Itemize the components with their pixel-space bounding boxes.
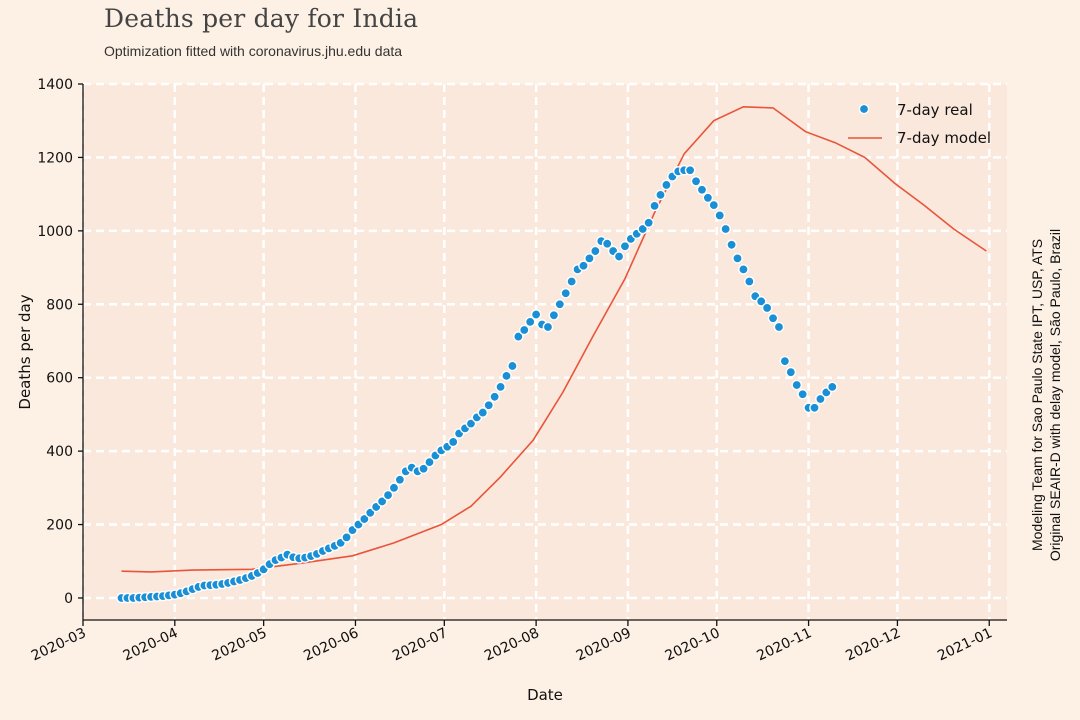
real-point bbox=[714, 210, 726, 221]
y-tick-label: 400 bbox=[46, 444, 73, 460]
x-tick-label: 2020-08 bbox=[482, 625, 542, 664]
x-tick-label: 2020-04 bbox=[121, 625, 181, 664]
real-point bbox=[767, 312, 779, 324]
real-point bbox=[791, 379, 803, 391]
real-point bbox=[826, 381, 838, 393]
real-point bbox=[708, 199, 720, 211]
real-point bbox=[394, 474, 406, 486]
x-tick-label: 2020-06 bbox=[301, 625, 361, 664]
x-axis: 2020-03 2020-04 2020-05 2020-06 2020-07 2020-… bbox=[29, 619, 1007, 664]
y-tick-label: 200 bbox=[46, 518, 73, 534]
real-point bbox=[477, 407, 489, 418]
model-line bbox=[121, 105, 987, 573]
real-point bbox=[548, 309, 560, 321]
real-point bbox=[560, 287, 572, 299]
real-point bbox=[619, 240, 631, 252]
legend: 7-day real 7-day model bbox=[848, 101, 991, 147]
real-point bbox=[738, 264, 749, 275]
credit-line-1: Modeling Team for Sao Paulo State IPT, U… bbox=[1029, 239, 1045, 551]
real-point bbox=[643, 217, 654, 229]
y-tick-label: 0 bbox=[64, 591, 73, 607]
legend-real-label: 7-day real bbox=[897, 101, 973, 119]
real-point bbox=[388, 482, 400, 494]
real-point bbox=[744, 276, 755, 287]
y-tick-label: 600 bbox=[46, 371, 73, 387]
chart-subtitle: Optimization fitted with coronavirus.jhu… bbox=[104, 43, 403, 59]
real-point bbox=[341, 532, 352, 543]
x-tick-label: 2021-01 bbox=[935, 625, 995, 664]
chart-title: Deaths per day for India bbox=[104, 4, 419, 33]
real-point bbox=[779, 355, 791, 367]
credit-line-2: Original SEAIR-D with delay model, São P… bbox=[1047, 229, 1063, 561]
real-point bbox=[524, 316, 536, 328]
legend-model-label: 7-day model bbox=[897, 129, 991, 147]
real-point bbox=[655, 189, 666, 201]
real-point bbox=[382, 489, 394, 501]
real-point bbox=[376, 496, 388, 507]
real-point bbox=[542, 321, 554, 333]
real-point bbox=[501, 370, 512, 382]
real-point bbox=[518, 324, 530, 336]
real-point bbox=[483, 399, 495, 411]
x-tick-label: 2020-09 bbox=[574, 625, 634, 664]
real-point bbox=[489, 391, 500, 403]
y-axis: 0 200 400 600 800 1000 1200 1400 bbox=[37, 77, 84, 620]
real-point bbox=[590, 245, 601, 257]
real-point bbox=[507, 360, 518, 372]
real-point bbox=[601, 238, 613, 249]
real-point bbox=[584, 253, 595, 264]
real-point bbox=[761, 302, 773, 314]
real-point bbox=[773, 321, 785, 333]
real-point bbox=[755, 296, 767, 307]
real-point bbox=[424, 456, 435, 468]
x-axis-title: Date bbox=[527, 686, 563, 704]
x-tick-label: 2020-07 bbox=[390, 625, 450, 664]
real-point bbox=[690, 175, 702, 187]
x-tick-label: 2020-11 bbox=[754, 625, 814, 664]
real-point bbox=[785, 366, 797, 378]
real-point bbox=[726, 239, 737, 251]
real-point bbox=[702, 192, 714, 204]
real-point bbox=[661, 179, 672, 191]
plot-area bbox=[83, 84, 1007, 620]
y-tick-label: 1200 bbox=[37, 150, 73, 166]
y-tick-label: 1400 bbox=[37, 77, 73, 93]
real-point bbox=[495, 381, 506, 393]
real-point bbox=[732, 253, 743, 264]
x-tick-label: 2020-03 bbox=[29, 625, 89, 664]
real-point bbox=[815, 393, 826, 405]
real-point bbox=[578, 260, 589, 272]
x-tick-label: 2020-10 bbox=[663, 625, 723, 664]
real-point bbox=[696, 184, 708, 196]
real-point bbox=[530, 309, 542, 320]
x-tick-label: 2020-05 bbox=[210, 625, 270, 664]
real-point bbox=[797, 388, 808, 400]
y-tick-label: 1000 bbox=[37, 224, 73, 240]
y-axis-title: Deaths per day bbox=[16, 294, 34, 409]
real-point bbox=[554, 298, 566, 310]
real-point bbox=[720, 223, 731, 235]
real-point bbox=[566, 276, 577, 287]
real-point bbox=[809, 402, 820, 414]
real-point bbox=[684, 164, 696, 176]
real-point bbox=[637, 223, 649, 235]
x-tick-label: 2020-12 bbox=[843, 625, 903, 664]
real-point bbox=[465, 418, 477, 429]
real-point bbox=[447, 436, 459, 448]
real-point bbox=[513, 331, 524, 342]
legend-real-marker bbox=[858, 103, 870, 115]
y-tick-label: 800 bbox=[46, 297, 73, 313]
real-point bbox=[418, 463, 429, 475]
series-layer bbox=[116, 105, 987, 604]
real-point bbox=[649, 200, 660, 212]
real-point bbox=[359, 513, 370, 525]
real-point bbox=[613, 251, 625, 262]
